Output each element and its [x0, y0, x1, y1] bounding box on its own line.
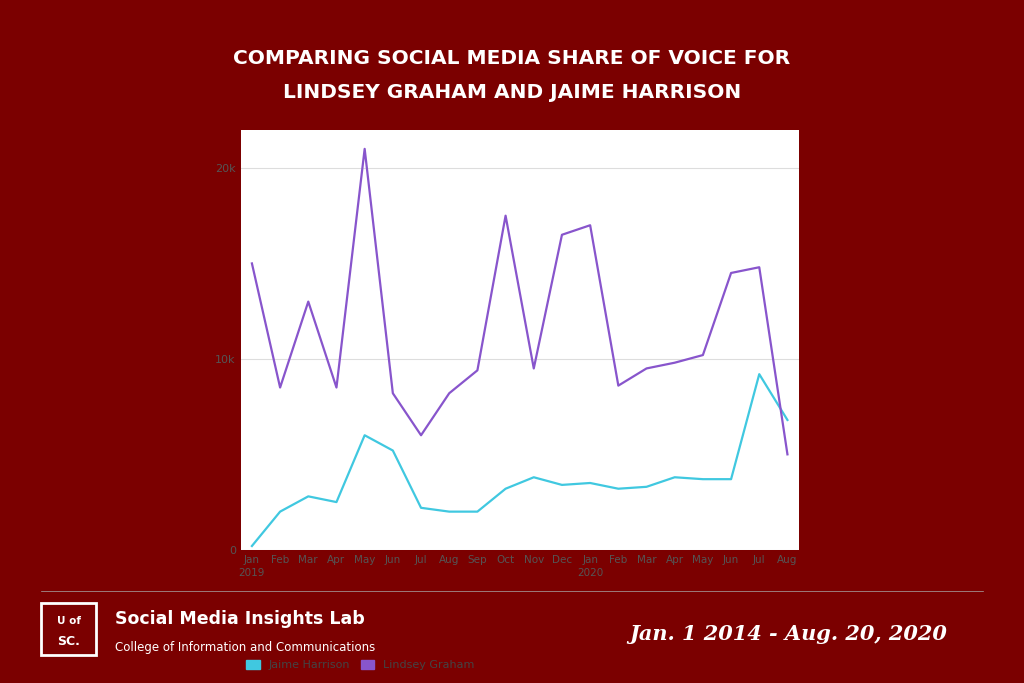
Text: Jan. 1 2014 - Aug. 20, 2020: Jan. 1 2014 - Aug. 20, 2020 — [630, 624, 947, 644]
Text: COMPARING SOCIAL MEDIA SHARE OF VOICE FOR: COMPARING SOCIAL MEDIA SHARE OF VOICE FO… — [233, 48, 791, 68]
Text: LINDSEY GRAHAM AND JAIME HARRISON: LINDSEY GRAHAM AND JAIME HARRISON — [283, 83, 741, 102]
Text: SC.: SC. — [57, 635, 80, 648]
Text: 2020: 2020 — [577, 568, 603, 579]
Text: U of: U of — [56, 615, 81, 626]
FancyBboxPatch shape — [41, 603, 96, 655]
Text: 2019: 2019 — [239, 568, 265, 579]
Text: Social Media Insights Lab: Social Media Insights Lab — [115, 611, 365, 628]
Text: College of Information and Communications: College of Information and Communication… — [115, 641, 375, 654]
Legend: Jaime Harrison, Lindsey Graham: Jaime Harrison, Lindsey Graham — [246, 660, 475, 670]
